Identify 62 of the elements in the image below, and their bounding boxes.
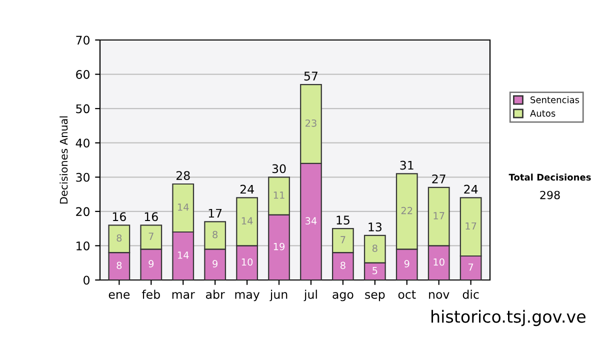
total-label: 28 xyxy=(176,171,190,180)
total-label: 31 xyxy=(400,160,414,170)
total-label: 27 xyxy=(432,174,446,184)
data-label: 22 xyxy=(401,206,412,214)
total-label: 30 xyxy=(272,164,286,174)
total-label: 24 xyxy=(464,184,478,194)
legend-label: Autos xyxy=(530,110,556,117)
data-label: 9 xyxy=(212,260,218,268)
data-label: 8 xyxy=(212,230,218,238)
y-tick-label: 10 xyxy=(76,241,90,250)
x-tick-label: may xyxy=(235,292,260,302)
data-label: 19 xyxy=(274,242,285,250)
total-label: 13 xyxy=(368,222,382,232)
y-tick-label: 0 xyxy=(84,276,90,285)
total-label: 15 xyxy=(336,216,350,225)
x-tick-label: mar xyxy=(172,292,195,299)
y-tick-label: 20 xyxy=(76,207,90,216)
x-tick-label: nov xyxy=(429,292,450,299)
data-label: 14 xyxy=(178,252,189,259)
total-label: 16 xyxy=(144,212,158,222)
x-tick-label: oct xyxy=(398,290,416,299)
data-label: 8 xyxy=(340,262,346,270)
x-tick-label: jun xyxy=(270,290,288,302)
x-tick-label: sep xyxy=(365,292,385,302)
data-label: 17 xyxy=(466,222,476,230)
data-label: 14 xyxy=(178,204,189,211)
text: Total Decisiones xyxy=(508,174,591,181)
text: historico.tsj.gov.ve xyxy=(432,310,586,326)
text: 298 xyxy=(540,190,560,200)
data-label: 23 xyxy=(306,119,316,127)
y-tick-label: 70 xyxy=(76,36,90,45)
legend-label: Sentencias xyxy=(530,96,580,104)
y-axis-title: Decisiones Anual xyxy=(60,116,68,204)
data-label: 8 xyxy=(116,234,122,242)
total-label: 24 xyxy=(240,184,254,194)
data-label: 7 xyxy=(148,232,154,240)
y-tick-label: 30 xyxy=(76,172,90,182)
x-tick-label: jul xyxy=(304,290,317,302)
data-label: 10 xyxy=(242,258,253,266)
y-tick-label: 40 xyxy=(76,138,90,148)
x-tick-label: feb xyxy=(142,290,160,299)
data-label: 11 xyxy=(274,192,284,199)
data-label: 8 xyxy=(372,244,378,252)
data-label: 9 xyxy=(404,260,410,268)
data-label: 34 xyxy=(306,217,317,225)
data-label: 7 xyxy=(340,236,346,244)
data-label: 14 xyxy=(242,217,253,224)
total-label: 16 xyxy=(112,212,126,222)
total-label: 57 xyxy=(304,72,318,81)
data-label: 10 xyxy=(434,258,444,266)
data-label: 7 xyxy=(468,264,474,271)
data-label: 5 xyxy=(372,267,378,274)
data-label: 17 xyxy=(434,212,444,220)
data-label: 8 xyxy=(116,262,122,270)
data-label: 9 xyxy=(148,260,154,268)
y-tick-label: 60 xyxy=(76,70,90,79)
x-tick-label: ene xyxy=(108,292,130,299)
total-label: 17 xyxy=(208,208,222,218)
x-tick-label: abr xyxy=(206,290,225,299)
x-tick-label: ago xyxy=(332,292,354,302)
y-tick-label: 50 xyxy=(76,104,90,114)
x-tick-label: dic xyxy=(462,290,479,299)
